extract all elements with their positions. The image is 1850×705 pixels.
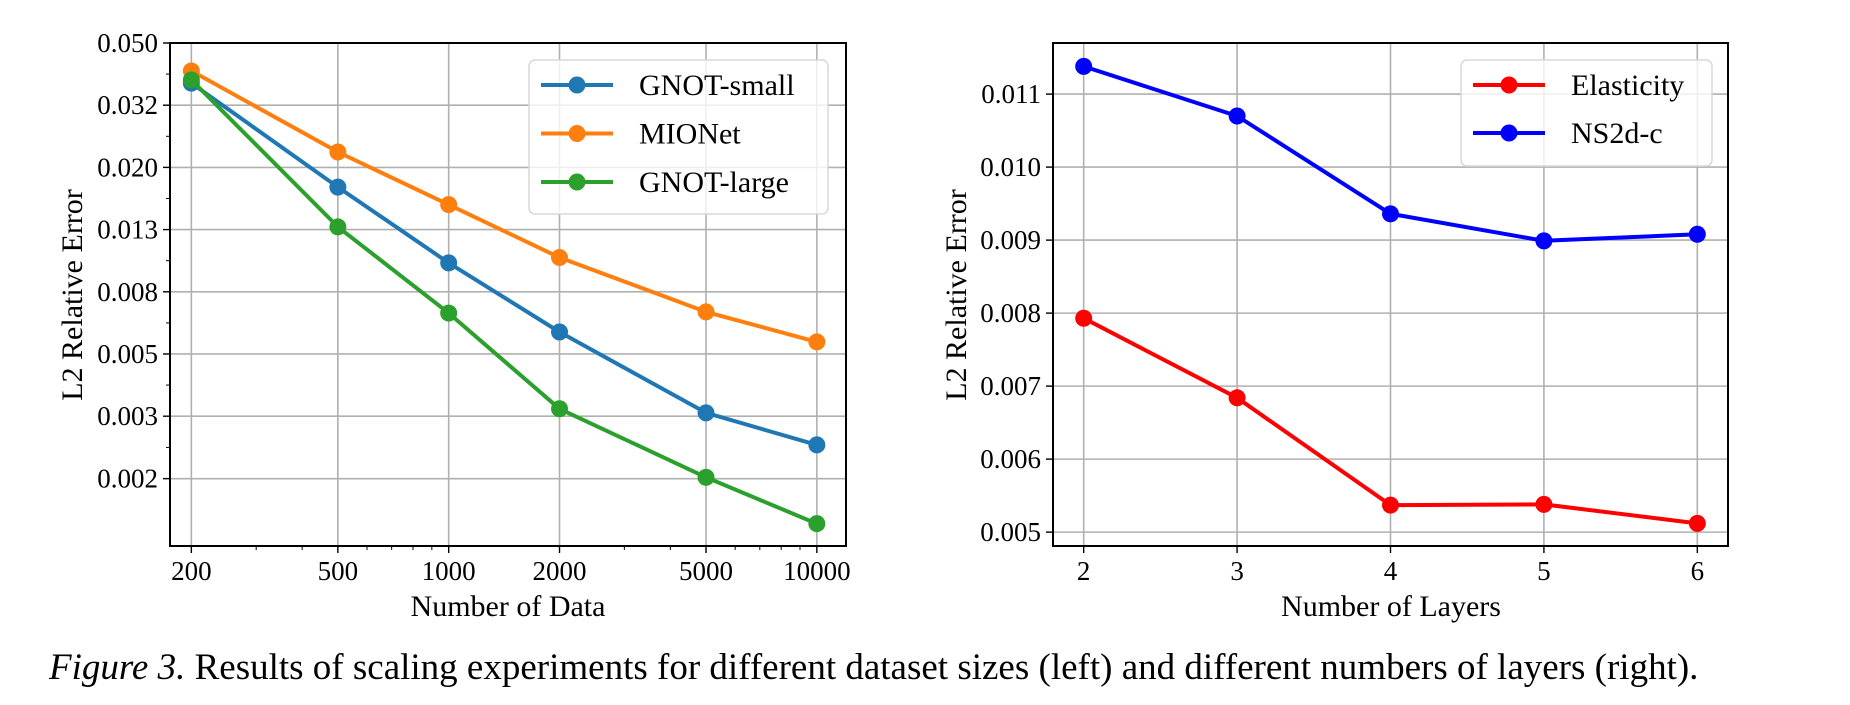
y-tick-label: 0.005 <box>980 517 1041 547</box>
x-tick-label: 5 <box>1537 556 1551 586</box>
data-point <box>440 254 458 272</box>
y-tick-label: 0.005 <box>97 339 158 369</box>
data-point <box>1688 514 1706 532</box>
legend-marker-icon <box>1500 124 1518 142</box>
legend-item: GNOT-large <box>541 166 789 199</box>
y-tick-label: 0.050 <box>97 28 158 58</box>
data-point <box>808 333 826 351</box>
plot-area-border <box>169 42 847 547</box>
data-point <box>1075 309 1093 327</box>
y-tick-label: 0.003 <box>97 401 158 431</box>
data-point <box>1075 57 1093 75</box>
chart-dataset-size: 200 500 1000 2000 5000 10000 0.050 0.032 0.020 0.… <box>56 28 851 623</box>
x-tick-label: 10000 <box>783 556 851 586</box>
y-tick-label: 0.020 <box>97 152 158 182</box>
data-point <box>1382 205 1399 223</box>
legend: Elasticity NS2d-c <box>1460 59 1713 167</box>
figure-number: Figure 3. <box>49 647 186 688</box>
x-tick-label: 5000 <box>679 556 733 586</box>
data-point <box>329 178 347 196</box>
data-point <box>329 143 347 161</box>
x-tick-label: 200 <box>171 556 212 586</box>
y-tick-label: 0.002 <box>97 464 158 494</box>
x-tick-label: 6 <box>1691 556 1705 586</box>
x-axis-label: Number of Layers <box>1281 590 1501 623</box>
data-point <box>551 248 569 266</box>
legend-item: GNOT-small <box>541 69 795 102</box>
data-point <box>808 436 826 454</box>
legend-marker-icon <box>568 173 586 191</box>
legend-box <box>528 59 829 215</box>
x-tick-label: 2 <box>1077 556 1091 586</box>
y-tick-label: 0.032 <box>97 90 158 120</box>
y-tick-label: 0.007 <box>980 371 1041 401</box>
series-lines <box>182 62 826 533</box>
chart-layers: 2 3 4 5 6 0.005 0.006 0.007 0.008 0.009 0.010 0.011… <box>940 42 1729 623</box>
y-axis-label: L2 Relative Error <box>56 189 89 401</box>
data-point <box>182 71 200 89</box>
y-tick-label: 0.013 <box>97 215 158 245</box>
legend-label: MIONet <box>639 118 741 151</box>
legend-marker-icon <box>568 76 586 94</box>
legend-item: NS2d-c <box>1473 117 1663 150</box>
data-point <box>440 304 458 322</box>
legend-marker-icon <box>1500 76 1518 94</box>
x-axis-label: Number of Data <box>411 590 606 623</box>
series-line-mionet <box>190 69 818 344</box>
data-point <box>697 303 715 321</box>
y-tick-label: 0.009 <box>980 225 1041 255</box>
legend-item: MIONet <box>541 118 741 151</box>
x-tick-label: 4 <box>1384 556 1398 586</box>
data-point <box>551 400 569 418</box>
data-point <box>440 196 458 214</box>
legend: GNOT-small MIONet GNOT-large <box>528 59 829 215</box>
data-point <box>697 468 715 486</box>
data-point <box>1535 495 1553 513</box>
legend-item: Elasticity <box>1473 69 1684 102</box>
series-line-gnot-large <box>189 78 818 526</box>
data-point <box>1228 389 1246 407</box>
y-tick-label: 0.008 <box>97 277 158 307</box>
series-lines <box>1075 57 1706 532</box>
y-tick-label: 0.008 <box>980 298 1041 328</box>
data-point <box>1535 232 1553 250</box>
axes-frame <box>169 42 847 547</box>
legend-label: GNOT-small <box>639 69 795 102</box>
data-point <box>697 404 715 422</box>
legend-label: NS2d-c <box>1571 117 1663 150</box>
x-tick-label: 2000 <box>533 556 587 586</box>
legend-label: GNOT-large <box>639 166 789 199</box>
data-point <box>808 515 826 533</box>
x-tick-label: 1000 <box>422 556 476 586</box>
data-point <box>551 323 569 341</box>
figure-caption: Figure 3. Results of scaling experiments… <box>49 646 1849 690</box>
data-point <box>1382 496 1399 514</box>
axis-ticks: 200 500 1000 2000 5000 10000 0.050 0.032 0.020 0.… <box>97 28 850 586</box>
series-line-gnot-small <box>190 81 818 447</box>
data-point <box>329 218 347 236</box>
x-tick-label: 3 <box>1230 556 1244 586</box>
legend-marker-icon <box>568 125 586 142</box>
y-axis-label: L2 Relative Error <box>940 189 973 401</box>
y-tick-label: 0.006 <box>980 444 1041 474</box>
data-point <box>1688 225 1706 243</box>
caption-text: Results of scaling experiments for diffe… <box>185 647 1699 688</box>
legend-label: Elasticity <box>1571 69 1684 102</box>
axis-ticks: 2 3 4 5 6 0.005 0.006 0.007 0.008 0.009 0.010 0.011 <box>980 79 1704 586</box>
y-tick-label: 0.010 <box>980 152 1041 182</box>
data-point <box>1228 107 1246 125</box>
x-tick-label: 500 <box>318 556 359 586</box>
y-tick-label: 0.011 <box>981 79 1041 109</box>
